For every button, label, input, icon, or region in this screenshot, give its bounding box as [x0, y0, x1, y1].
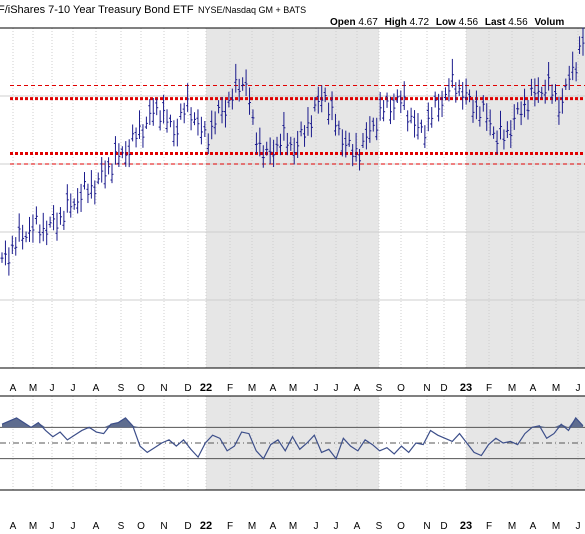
indicator-x-tick-label: S	[376, 521, 383, 532]
exchange-label: NYSE/Nasdaq GM + BATS	[198, 5, 306, 15]
price-x-tick-label: J	[334, 383, 339, 394]
price-x-tick-label: J	[71, 383, 76, 394]
indicator-x-tick-label: F	[486, 521, 492, 532]
open-value: 4.67	[358, 17, 378, 28]
price-x-tick-label: J	[576, 383, 581, 394]
price-x-tick-label: S	[118, 383, 125, 394]
price-x-tick-label: M	[289, 383, 297, 394]
indicator-x-tick-label: M	[248, 521, 256, 532]
indicator-x-tick-label: J	[50, 521, 55, 532]
indicator-x-tick-label: A	[10, 521, 17, 532]
indicator-x-tick-label: D	[440, 521, 447, 532]
price-x-tick-label: D	[184, 383, 191, 394]
price-x-tick-label: M	[552, 383, 560, 394]
indicator-panel	[0, 395, 585, 491]
indicator-x-tick-label: M	[29, 521, 37, 532]
indicator-x-tick-label: 22	[200, 520, 212, 532]
indicator-x-tick-label: A	[270, 521, 277, 532]
last-label: Last	[485, 17, 506, 28]
price-x-tick-label: M	[508, 383, 516, 394]
price-x-tick-label: A	[93, 383, 100, 394]
chart-title: F/iShares 7-10 Year Treasury Bond ETF	[0, 4, 194, 16]
indicator-x-tick-label: D	[184, 521, 191, 532]
price-x-tick-label: J	[50, 383, 55, 394]
volume-label: Volum	[534, 17, 564, 28]
price-panel	[0, 27, 585, 369]
price-x-tick-label: F	[227, 383, 233, 394]
price-x-tick-label: A	[270, 383, 277, 394]
indicator-x-tick-label: J	[334, 521, 339, 532]
indicator-x-tick-label: A	[93, 521, 100, 532]
shade-band	[466, 28, 585, 368]
price-x-tick-label: M	[29, 383, 37, 394]
high-value: 4.72	[410, 17, 430, 28]
indicator-x-tick-label: J	[71, 521, 76, 532]
price-x-tick-label: M	[248, 383, 256, 394]
indicator-x-tick-label: N	[160, 521, 167, 532]
indicator-x-tick-label: M	[289, 521, 297, 532]
price-x-tick-label: D	[440, 383, 447, 394]
open-label: Open	[330, 17, 356, 28]
indicator-x-tick-label: O	[397, 521, 405, 532]
price-x-tick-label: N	[160, 383, 167, 394]
price-x-tick-label: O	[137, 383, 145, 394]
indicator-x-tick-label: M	[552, 521, 560, 532]
price-x-tick-label: 23	[460, 382, 472, 394]
indicator-x-tick-label: O	[137, 521, 145, 532]
price-x-tick-label: 22	[200, 382, 212, 394]
shade-band	[206, 28, 379, 368]
last-value: 4.56	[508, 17, 528, 28]
indicator-x-tick-label: N	[423, 521, 430, 532]
indicator-line	[1, 416, 584, 460]
indicator-x-tick-label: 23	[460, 520, 472, 532]
price-x-tick-label: A	[10, 383, 17, 394]
price-x-tick-label: A	[354, 383, 361, 394]
low-value: 4.56	[459, 17, 479, 28]
high-label: High	[385, 17, 407, 28]
price-x-tick-label: S	[376, 383, 383, 394]
price-x-axis: A M J J A S O N D 22 F M A M J J A S O N D 23 F M A M J	[10, 382, 581, 394]
indicator-x-tick-label: J	[576, 521, 581, 532]
ohlc-readout: Open 4.67 High 4.72 Low 4.56 Last 4.56 V…	[330, 17, 564, 28]
price-x-tick-label: F	[486, 383, 492, 394]
price-x-tick-label: A	[530, 383, 537, 394]
low-label: Low	[436, 17, 456, 28]
price-x-tick-label: N	[423, 383, 430, 394]
price-x-tick-label: J	[314, 383, 319, 394]
indicator-x-tick-label: A	[530, 521, 537, 532]
indicator-x-tick-label: A	[354, 521, 361, 532]
price-x-tick-label: O	[397, 383, 405, 394]
indicator-x-axis: A M J J A S O N D 22 F M A M J J A S O N D 23 F M A M J	[10, 520, 581, 532]
indicator-x-tick-label: M	[508, 521, 516, 532]
indicator-x-tick-label: F	[227, 521, 233, 532]
indicator-x-tick-label: J	[314, 521, 319, 532]
indicator-x-tick-label: S	[118, 521, 125, 532]
